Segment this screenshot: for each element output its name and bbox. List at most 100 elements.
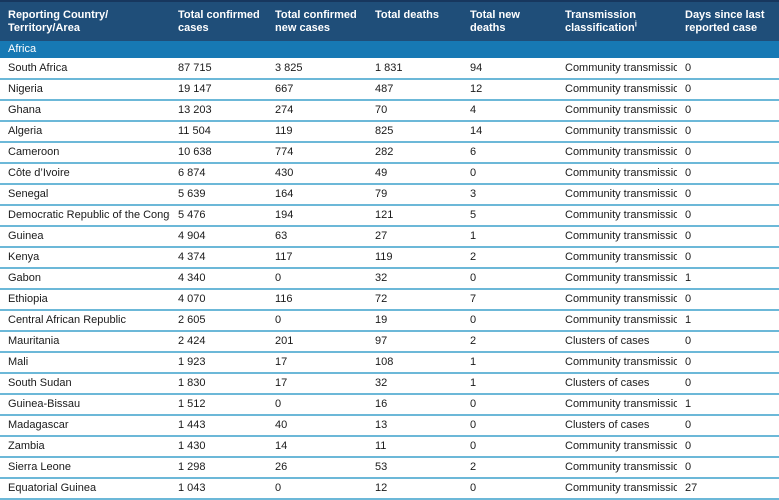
table-row: Central African Republic 2 605 0 19 0 Co… [0, 310, 779, 332]
total-new-deaths-cell: 7 [462, 289, 557, 311]
transmission-classification-cell: Clusters of cases [557, 415, 677, 437]
total-confirmed-new-cases-cell: 0 [267, 268, 367, 290]
col-header-total-deaths: Total deaths [367, 0, 462, 41]
total-confirmed-new-cases-cell: 274 [267, 100, 367, 122]
total-deaths-cell: 16 [367, 394, 462, 416]
col-header-transmission-classification-label: Transmission classification [565, 9, 636, 34]
total-confirmed-new-cases-cell: 201 [267, 331, 367, 353]
total-confirmed-cases-cell: 87 715 [170, 58, 267, 80]
total-deaths-cell: 13 [367, 415, 462, 437]
total-confirmed-new-cases-cell: 0 [267, 394, 367, 416]
country-cell: South Africa [0, 58, 170, 80]
table-row: Equatorial Guinea 1 043 0 12 0 Community… [0, 478, 779, 500]
transmission-classification-cell: Community transmission [557, 247, 677, 269]
table-row: South Africa 87 715 3 825 1 831 94 Commu… [0, 58, 779, 80]
col-header-total-confirmed-cases: Total confirmed cases [170, 0, 267, 41]
total-confirmed-cases-cell: 13 203 [170, 100, 267, 122]
table-row: Ghana 13 203 274 70 4 Community transmis… [0, 100, 779, 122]
table-row: Senegal 5 639 164 79 3 Community transmi… [0, 184, 779, 206]
country-cell: Democratic Republic of the Congo [0, 205, 170, 227]
total-new-deaths-cell: 2 [462, 331, 557, 353]
days-since-last-reported-case-cell: 0 [677, 121, 779, 143]
days-since-last-reported-case-cell: 0 [677, 247, 779, 269]
country-cell: Madagascar [0, 415, 170, 437]
total-new-deaths-cell: 1 [462, 226, 557, 248]
table-row: Ethiopia 4 070 116 72 7 Community transm… [0, 289, 779, 311]
total-new-deaths-cell: 2 [462, 247, 557, 269]
table-row: Côte d’Ivoire 6 874 430 49 0 Community t… [0, 163, 779, 185]
col-header-total-confirmed-new-cases-label: Total confirmed new cases [275, 9, 357, 34]
days-since-last-reported-case-cell: 0 [677, 289, 779, 311]
total-new-deaths-cell: 5 [462, 205, 557, 227]
total-confirmed-cases-cell: 1 512 [170, 394, 267, 416]
total-deaths-cell: 32 [367, 268, 462, 290]
total-confirmed-cases-cell: 1 043 [170, 478, 267, 500]
total-confirmed-new-cases-cell: 17 [267, 373, 367, 395]
col-header-total-new-deaths: Total new deaths [462, 0, 557, 41]
table-row: Gabon 4 340 0 32 0 Community transmissio… [0, 268, 779, 290]
country-cell: Mauritania [0, 331, 170, 353]
total-confirmed-new-cases-cell: 164 [267, 184, 367, 206]
country-cell: Senegal [0, 184, 170, 206]
total-deaths-cell: 487 [367, 79, 462, 101]
table-row: Cameroon 10 638 774 282 6 Community tran… [0, 142, 779, 164]
total-confirmed-cases-cell: 4 374 [170, 247, 267, 269]
country-cell: Ethiopia [0, 289, 170, 311]
total-new-deaths-cell: 4 [462, 100, 557, 122]
total-deaths-cell: 121 [367, 205, 462, 227]
total-confirmed-cases-cell: 6 874 [170, 163, 267, 185]
transmission-classification-cell: Community transmission [557, 478, 677, 500]
col-header-days-since-last-reported-case-label: Days since last reported case [685, 9, 765, 34]
transmission-classification-cell: Clusters of cases [557, 331, 677, 353]
total-confirmed-new-cases-cell: 26 [267, 457, 367, 479]
total-new-deaths-cell: 6 [462, 142, 557, 164]
total-deaths-cell: 72 [367, 289, 462, 311]
total-deaths-cell: 27 [367, 226, 462, 248]
days-since-last-reported-case-cell: 0 [677, 205, 779, 227]
days-since-last-reported-case-cell: 0 [677, 352, 779, 374]
total-confirmed-new-cases-cell: 194 [267, 205, 367, 227]
total-new-deaths-cell: 12 [462, 79, 557, 101]
total-confirmed-new-cases-cell: 116 [267, 289, 367, 311]
total-confirmed-cases-cell: 11 504 [170, 121, 267, 143]
days-since-last-reported-case-cell: 0 [677, 226, 779, 248]
total-deaths-cell: 49 [367, 163, 462, 185]
total-new-deaths-cell: 0 [462, 163, 557, 185]
total-confirmed-new-cases-cell: 774 [267, 142, 367, 164]
transmission-classification-cell: Community transmission [557, 268, 677, 290]
total-confirmed-cases-cell: 1 923 [170, 352, 267, 374]
total-confirmed-cases-cell: 10 638 [170, 142, 267, 164]
total-deaths-cell: 119 [367, 247, 462, 269]
total-new-deaths-cell: 3 [462, 184, 557, 206]
total-confirmed-cases-cell: 1 298 [170, 457, 267, 479]
total-confirmed-new-cases-cell: 0 [267, 310, 367, 332]
table-header: Reporting Country/ Territory/Area Total … [0, 0, 779, 41]
total-confirmed-new-cases-cell: 119 [267, 121, 367, 143]
table-header-row: Reporting Country/ Territory/Area Total … [0, 0, 779, 41]
transmission-classification-cell: Community transmission [557, 184, 677, 206]
total-confirmed-cases-cell: 1 443 [170, 415, 267, 437]
days-since-last-reported-case-cell: 0 [677, 142, 779, 164]
table-row: Zambia 1 430 14 11 0 Community transmiss… [0, 436, 779, 458]
days-since-last-reported-case-cell: 1 [677, 268, 779, 290]
total-confirmed-new-cases-cell: 40 [267, 415, 367, 437]
days-since-last-reported-case-cell: 1 [677, 310, 779, 332]
transmission-classification-cell: Community transmission [557, 352, 677, 374]
transmission-classification-cell: Community transmission [557, 79, 677, 101]
total-new-deaths-cell: 94 [462, 58, 557, 80]
total-confirmed-cases-cell: 2 424 [170, 331, 267, 353]
days-since-last-reported-case-cell: 0 [677, 100, 779, 122]
total-deaths-cell: 70 [367, 100, 462, 122]
transmission-classification-cell: Community transmission [557, 121, 677, 143]
total-confirmed-cases-cell: 2 605 [170, 310, 267, 332]
footnote-marker: i [634, 19, 637, 29]
total-confirmed-cases-cell: 5 476 [170, 205, 267, 227]
table-row: Madagascar 1 443 40 13 0 Clusters of cas… [0, 415, 779, 437]
total-confirmed-new-cases-cell: 3 825 [267, 58, 367, 80]
total-deaths-cell: 53 [367, 457, 462, 479]
days-since-last-reported-case-cell: 0 [677, 373, 779, 395]
total-deaths-cell: 11 [367, 436, 462, 458]
total-deaths-cell: 19 [367, 310, 462, 332]
table-row: Guinea 4 904 63 27 1 Community transmiss… [0, 226, 779, 248]
